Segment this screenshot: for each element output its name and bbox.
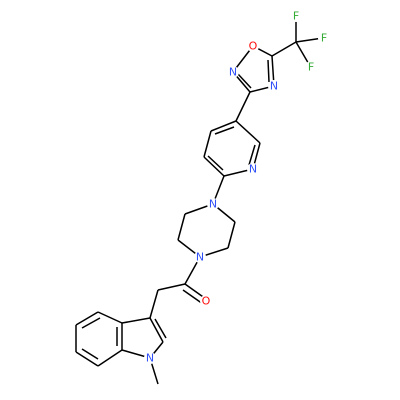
atom-label: N xyxy=(249,163,257,176)
atom-label: N xyxy=(209,198,217,211)
atom-labels: F F F O N N N N N O N xyxy=(144,10,330,365)
atom-label: F xyxy=(308,61,314,74)
atom-label: N xyxy=(229,66,237,79)
atom-label: F xyxy=(321,32,327,45)
atom-label: O xyxy=(202,295,211,308)
atom-label: N xyxy=(270,80,278,93)
atom-label: F xyxy=(293,10,299,23)
atom-label: N xyxy=(146,352,154,365)
bonds xyxy=(75,17,324,385)
atom-label: N xyxy=(196,251,204,264)
atom-label: O xyxy=(249,40,258,53)
